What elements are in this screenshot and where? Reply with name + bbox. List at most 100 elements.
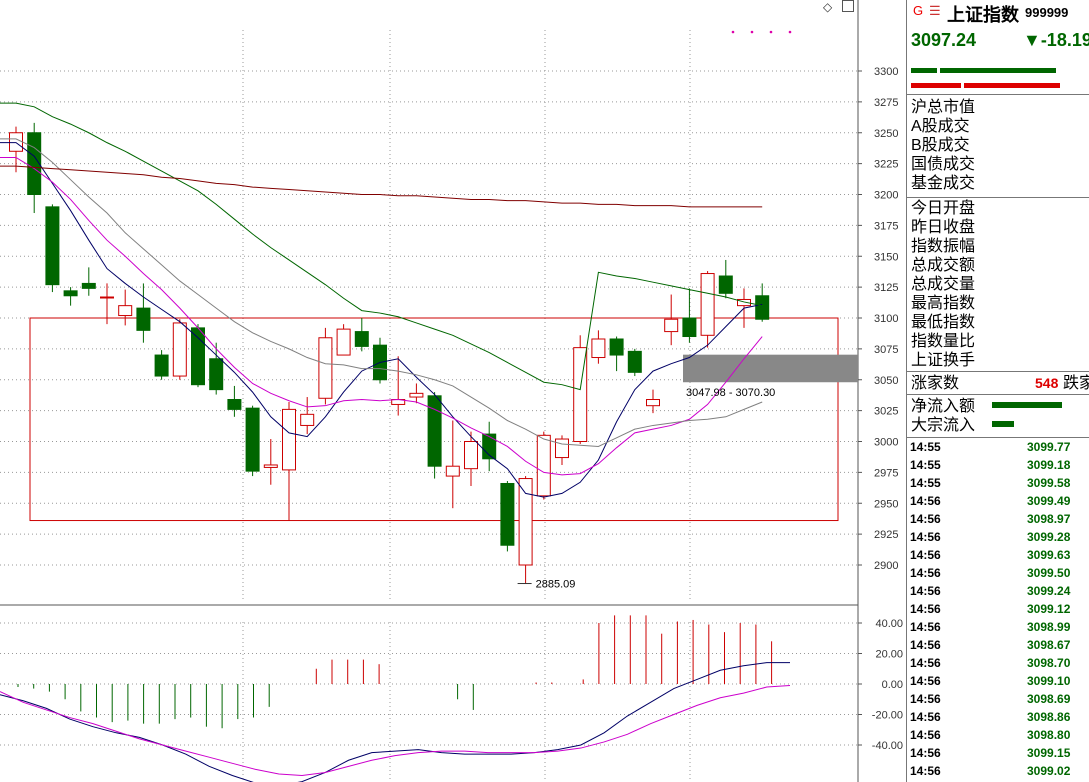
block-inflow-bar [992, 421, 1014, 427]
tick-row: 14:56 3099.50 [907, 566, 1089, 584]
tick-price: 3098.69 [1027, 692, 1071, 706]
tick-price: 3099.12 [1027, 602, 1071, 616]
candle-body [300, 413, 315, 426]
tick-price: 3099.18 [1027, 458, 1071, 472]
tick-time: 14:56 [910, 746, 941, 760]
net-inflow-label: 净流入额 [911, 398, 976, 415]
tick-price: 3099.49 [1027, 494, 1071, 508]
info-label: 指数振幅 [911, 238, 976, 255]
candle-body [755, 295, 770, 320]
tick-row: 14:56 3098.70 [907, 656, 1089, 674]
tick-time: 14:56 [910, 764, 941, 778]
candle-body [718, 275, 733, 294]
candle-body [682, 317, 697, 338]
tick-price: 3098.86 [1027, 710, 1071, 724]
info-label: 基金成交 [911, 175, 976, 192]
tick-price: 3098.70 [1027, 656, 1071, 670]
marker-dot [731, 30, 735, 34]
diamond-icon[interactable]: ◇ [823, 0, 833, 14]
tick-row: 14:55 3099.18 [907, 458, 1089, 476]
candle-body [209, 358, 224, 391]
tick-time: 14:56 [910, 710, 941, 724]
tick-price: 3098.80 [1027, 728, 1071, 742]
info-label: 上证换手 [911, 352, 976, 369]
candle-body [427, 395, 442, 467]
candle-body [555, 438, 569, 459]
y-tick-label: 3050 [874, 375, 898, 387]
tick-time: 14:56 [910, 512, 941, 526]
tick-row: 14:56 3099.02 [907, 764, 1089, 782]
block-inflow-label: 大宗流入 [911, 417, 976, 434]
tick-time: 14:55 [910, 458, 941, 472]
y-tick-label: 3000 [874, 437, 898, 449]
candle-body [482, 433, 497, 460]
tick-price: 3098.97 [1027, 512, 1071, 526]
strength-bar-red-a [911, 83, 961, 88]
tick-price: 3099.15 [1027, 746, 1071, 760]
y-tick-label: 3225 [874, 159, 898, 171]
tick-row: 14:56 3099.28 [907, 530, 1089, 548]
tick-row: 14:56 3099.49 [907, 494, 1089, 512]
y-tick-label: 2900 [874, 560, 898, 572]
net-inflow-bar [992, 402, 1062, 408]
advancers-label: 涨家数 [911, 375, 960, 392]
ma-line [0, 165, 763, 208]
quote-panel: G ☰ 上证指数 999999 3097.24 ▼-18.19 涨家数 548 … [906, 0, 1089, 782]
tick-time: 14:56 [910, 548, 941, 562]
tick-row: 14:56 3099.63 [907, 548, 1089, 566]
tick-row: 14:56 3099.12 [907, 602, 1089, 620]
y-tick-label: 3300 [874, 66, 898, 78]
tick-price: 3098.99 [1027, 620, 1071, 634]
menu-icon[interactable]: ☰ [929, 3, 941, 18]
tick-price: 3099.24 [1027, 584, 1071, 598]
tick-price: 3099.02 [1027, 764, 1071, 778]
tick-time: 14:56 [910, 494, 941, 508]
tick-time: 14:56 [910, 638, 941, 652]
tick-row: 14:55 3099.77 [907, 440, 1089, 458]
tick-time: 14:56 [910, 602, 941, 616]
candle-body [263, 464, 278, 468]
decliners-label: 跌家 [1063, 375, 1089, 392]
tick-time: 14:55 [910, 440, 941, 454]
tick-price: 3099.10 [1027, 674, 1071, 688]
ma-line [0, 156, 763, 476]
index-change: ▼-18.19 [1023, 30, 1089, 50]
tick-row: 14:56 3098.86 [907, 710, 1089, 728]
candle-body [336, 328, 351, 356]
tick-price: 3098.67 [1027, 638, 1071, 652]
candle-body [227, 399, 242, 410]
candle-body [664, 318, 679, 333]
candle-body [27, 132, 42, 195]
candle-body [191, 327, 205, 386]
info-label: 昨日收盘 [911, 219, 976, 236]
index-price: 3097.24 [911, 30, 977, 50]
candle-body [282, 408, 296, 471]
g-tag[interactable]: G [913, 3, 924, 18]
y-tick-label: 2925 [874, 529, 898, 541]
tick-time: 14:56 [910, 584, 941, 598]
y-tick-label: 3100 [874, 313, 898, 325]
tick-time: 14:56 [910, 692, 941, 706]
tick-time: 14:56 [910, 566, 941, 580]
kline-chart-area[interactable]: 3300 3275 3250 3225 3200 3175 3150 3125 3100 3075… [0, 0, 906, 782]
tick-price: 3099.50 [1027, 566, 1071, 580]
ma-line [0, 142, 763, 498]
info-label: 总成交量 [911, 276, 976, 293]
y-tick-label: 3275 [874, 97, 898, 109]
tick-time: 14:56 [910, 674, 941, 688]
candle-body [700, 273, 715, 336]
tick-row: 14:56 3098.80 [907, 728, 1089, 746]
range-box [29, 317, 839, 522]
candle-body [409, 392, 424, 398]
tick-time: 14:56 [910, 530, 941, 544]
macd-line [0, 685, 791, 777]
candle-body [536, 434, 551, 497]
tick-row: 14:56 3098.97 [907, 512, 1089, 530]
candle-body [118, 305, 133, 317]
y-tick-label: 3250 [874, 128, 898, 140]
panel-toggle-icon[interactable] [842, 0, 854, 12]
tick-row: 14:56 3098.67 [907, 638, 1089, 656]
info-label: 今日开盘 [911, 200, 976, 217]
macd-tick-label: -20.00 [872, 710, 903, 722]
candle-body [627, 350, 642, 373]
